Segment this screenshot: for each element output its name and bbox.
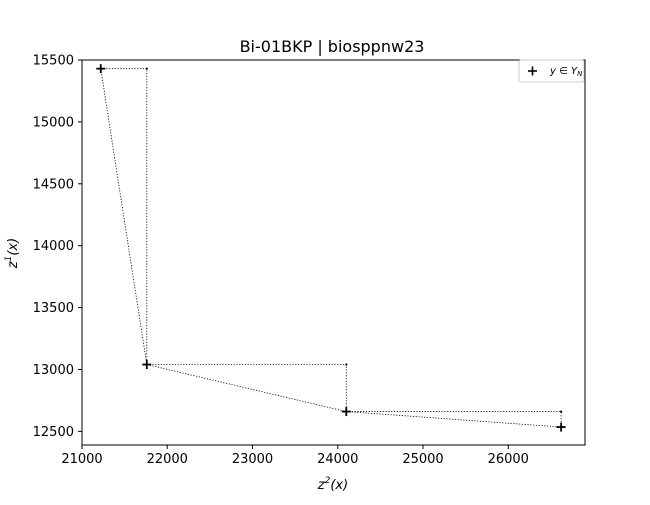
x-axis-label-tail: (x) [330,478,348,493]
x-tick-label: 23000 [232,452,273,467]
staircase-corner-point [560,410,563,413]
x-axis-label-sup: 2 [325,476,331,486]
y-axis-label-tail: (x) [6,238,21,256]
axis-ticks: 21000 22000 23000 24000 25000 26000 12500 13000… [33,54,529,468]
legend-marker-plus-icon [528,66,537,76]
data-point-plus [96,64,106,74]
x-tick-label: 21000 [61,452,102,467]
y-tick-label: 14500 [33,177,74,192]
x-tick-label: 26000 [488,452,529,467]
legend-box [518,59,585,83]
y-tick-label: 12500 [33,425,74,440]
staircase-segment [346,411,562,428]
x-tick-label: 22000 [147,452,188,467]
y-tick-label: 13000 [33,363,74,378]
y-axis-label-sup: 1 [4,256,14,262]
plot-area [96,64,566,432]
data-point-plus [556,422,566,432]
x-axis-label: z2(x) [317,476,348,493]
y-tick-label: 14000 [33,239,74,254]
y-axis-label-base: z [6,260,21,269]
y-tick-label: 13500 [33,301,74,316]
x-axis-label-base: z [317,478,326,493]
y-axis-label: z1(x) [4,238,21,269]
legend: y ∈ YN [518,59,585,83]
data-point-plus [142,360,152,370]
data-point-plus [341,407,351,417]
axes-frame [81,59,586,446]
x-tick-label: 24000 [317,452,358,467]
y-tick-label: 15000 [33,115,74,130]
x-tick-label: 25000 [402,452,443,467]
y-tick-label: 15500 [33,54,74,69]
staircase-corner-point [145,67,148,70]
chart-title: Bi-01BKP | biosppnw23 [240,37,425,56]
staircase-corner-point [345,363,348,366]
legend-label: y ∈ YN [549,66,583,78]
pareto-connector-line [100,68,562,428]
